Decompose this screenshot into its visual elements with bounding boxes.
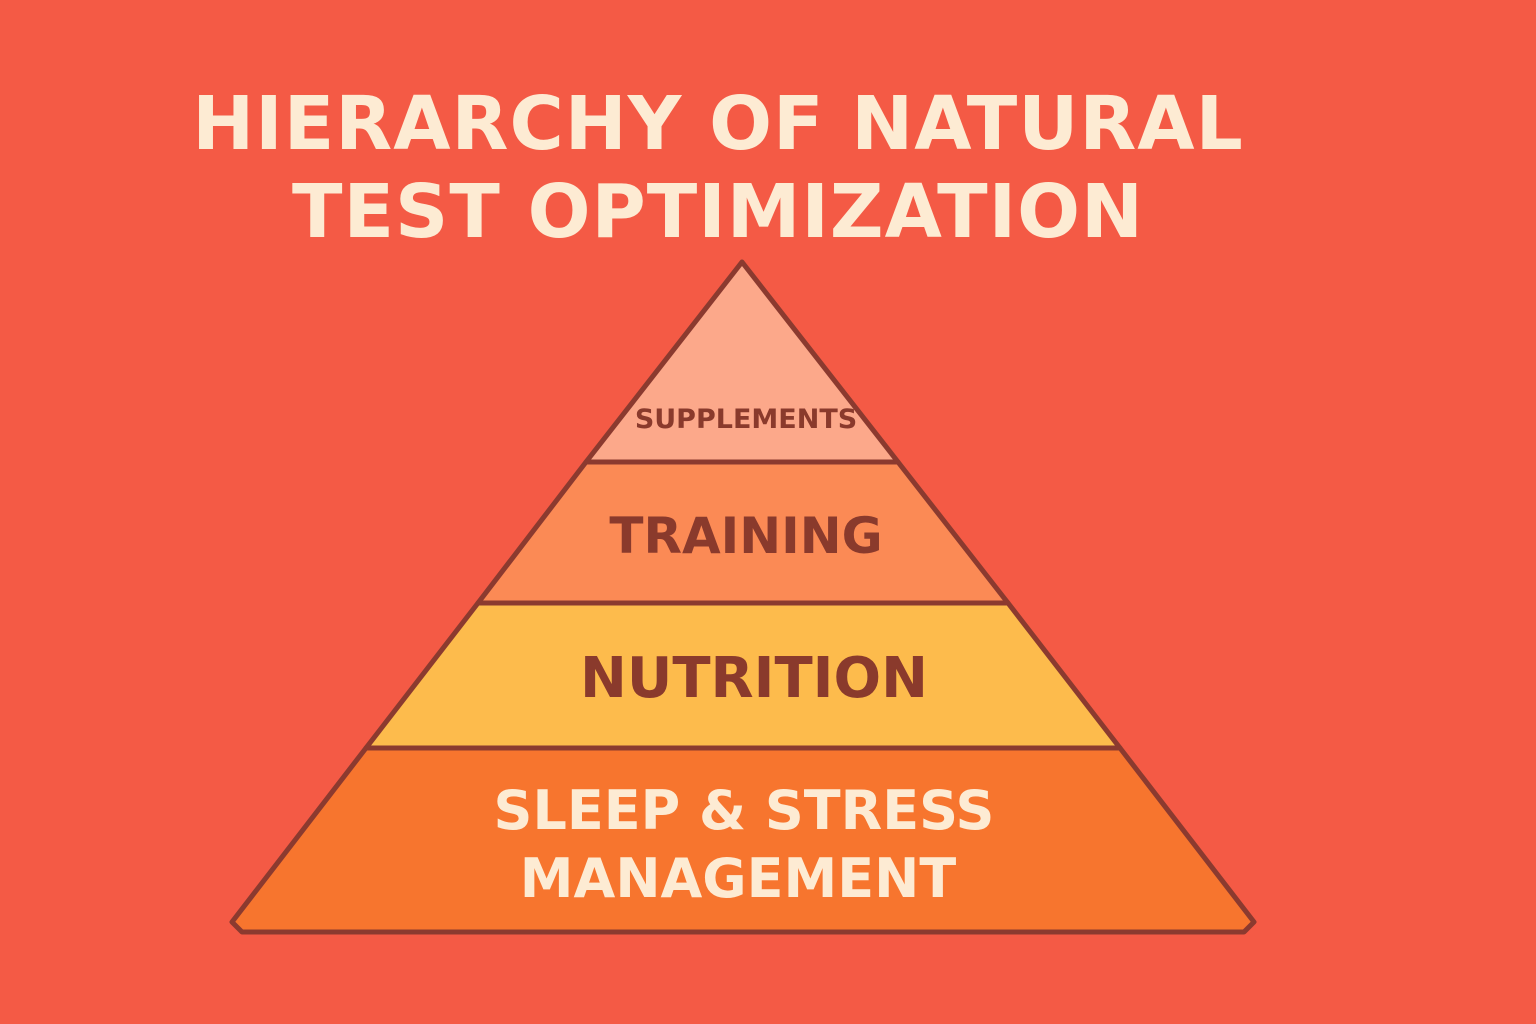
label-training: TRAINING xyxy=(609,507,882,565)
title-line-1: HIERARCHY OF NATURAL xyxy=(192,81,1244,167)
label-supplements: SUPPLEMENTS xyxy=(635,404,857,435)
label-nutrition: NUTRITION xyxy=(580,646,928,711)
label-sleep-stress-line2: MANAGEMENT xyxy=(520,847,957,910)
diagram-title: HIERARCHY OF NATURAL TEST OPTIMIZATION xyxy=(0,80,1436,256)
label-sleep-stress-line1: SLEEP & STRESS xyxy=(494,779,995,842)
level-sleep-stress xyxy=(229,745,1257,935)
title-line-2: TEST OPTIMIZATION xyxy=(292,169,1144,255)
